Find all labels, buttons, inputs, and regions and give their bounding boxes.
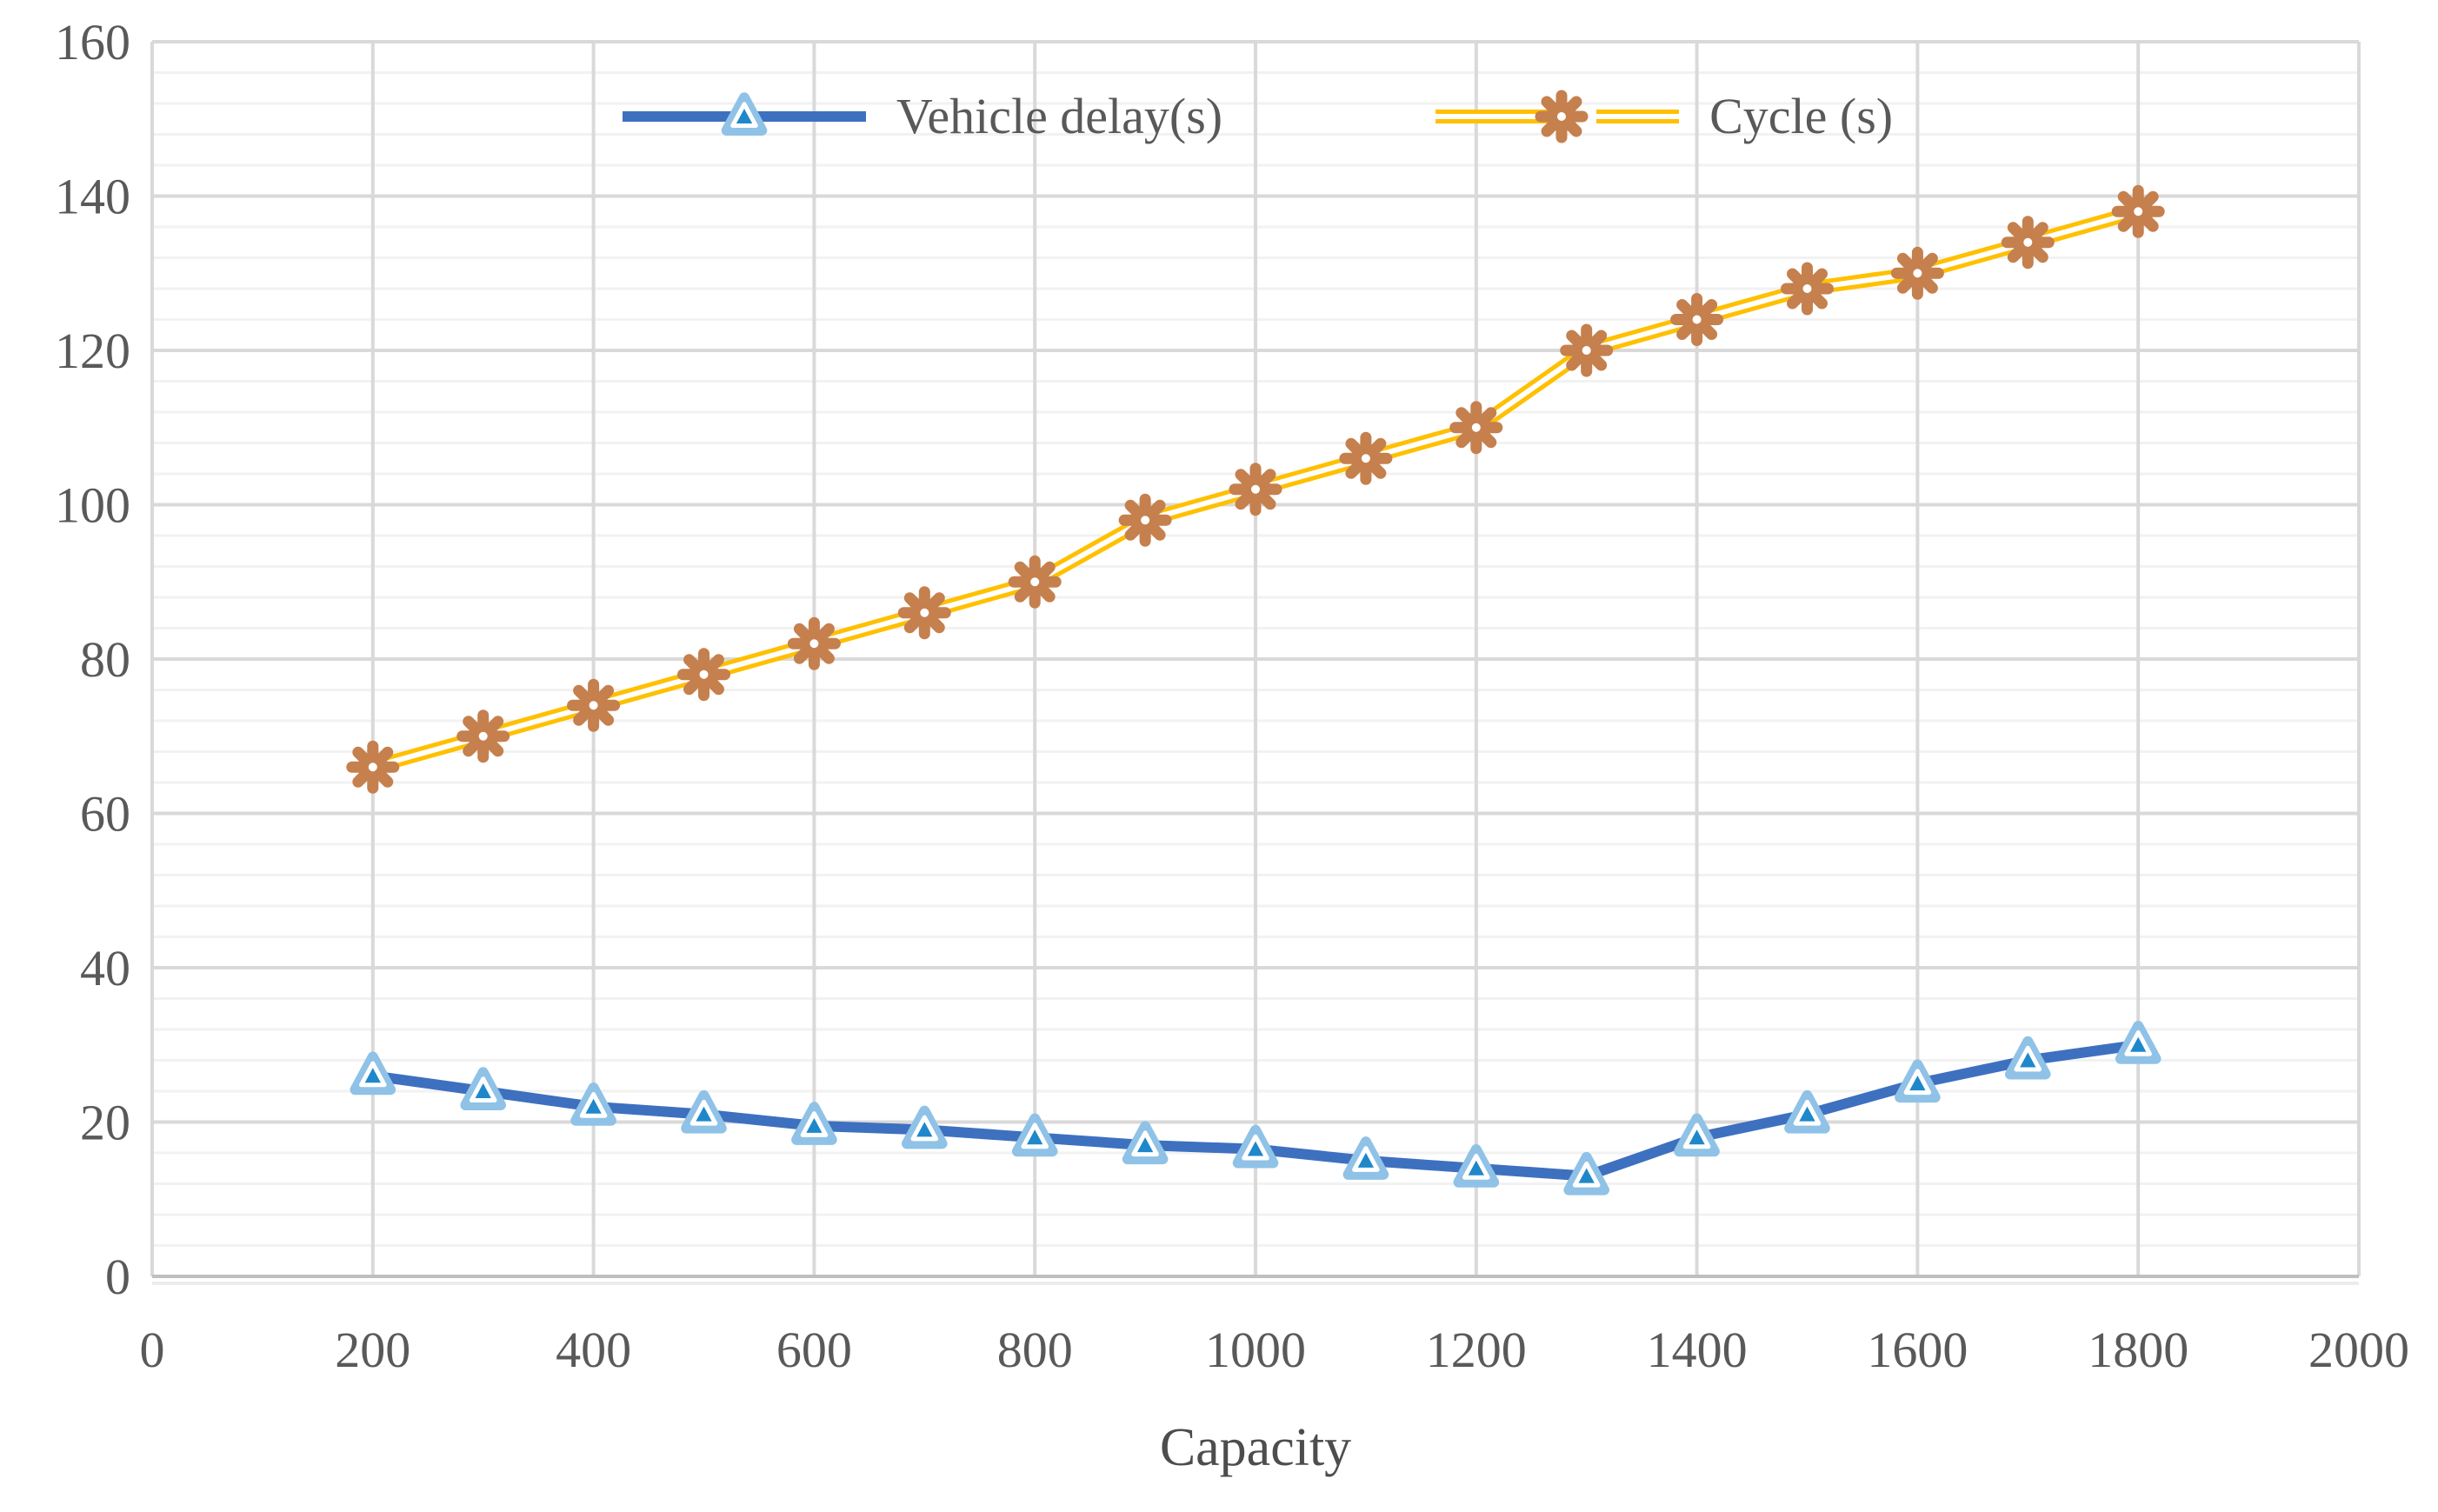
y-tick-label: 100 <box>55 477 130 534</box>
x-tick-label: 400 <box>556 1322 631 1378</box>
vehicle-delay-marker-triangle-icon <box>1122 1121 1169 1165</box>
x-tick-label: 1600 <box>1867 1322 1968 1378</box>
cycle-marker-asterisk-icon <box>1118 493 1172 547</box>
x-axis-title: Capacity <box>1159 1418 1352 1477</box>
y-tick-label: 40 <box>80 940 130 996</box>
vehicle-delay-marker-triangle-icon <box>681 1089 727 1134</box>
vehicle-delay-marker-triangle-icon <box>1232 1124 1279 1169</box>
cycle-marker-asterisk-icon <box>1008 555 1062 609</box>
cycle-marker-asterisk-icon <box>1449 401 1503 455</box>
x-tick-label: 0 <box>140 1322 165 1378</box>
y-tick-label: 60 <box>80 786 130 843</box>
vehicle-delay-marker-triangle-icon <box>460 1067 506 1110</box>
vehicle-delay-marker-triangle-icon <box>1674 1113 1720 1157</box>
cycle-marker-asterisk-icon <box>1890 246 1944 300</box>
y-tick-label: 80 <box>80 631 130 688</box>
vehicle-delay-marker-triangle-icon <box>791 1102 837 1145</box>
x-tick-label: 800 <box>997 1322 1073 1378</box>
cycle-marker-asterisk-icon <box>1229 463 1282 516</box>
vehicle-delay-marker-triangle-icon <box>1563 1151 1609 1196</box>
x-tick-label: 1200 <box>1426 1322 1527 1378</box>
vehicle-delay-marker-triangle-icon <box>1453 1144 1500 1188</box>
cycle-marker-asterisk-icon <box>1670 293 1724 346</box>
cycle-marker-asterisk-icon <box>567 678 621 732</box>
cycle-marker-asterisk-icon <box>677 648 730 702</box>
x-tick-label: 2000 <box>2308 1322 2409 1378</box>
cycle-marker-asterisk-icon <box>1560 323 1614 377</box>
cycle-marker-asterisk-icon <box>1339 431 1393 485</box>
vehicle-delay-marker-triangle-icon <box>1895 1059 1941 1103</box>
vehicle-delay-marker-triangle-icon <box>2005 1036 2051 1080</box>
cycle-marker-asterisk-icon <box>787 616 841 670</box>
y-tick-label: 0 <box>105 1249 130 1305</box>
cycle-marker-asterisk-icon <box>2001 216 2055 270</box>
vehicle-delay-marker-triangle-icon <box>902 1105 948 1149</box>
cycle-marker-asterisk-icon <box>2111 184 2165 238</box>
vehicle-delay-marker-triangle-icon <box>570 1082 616 1126</box>
cycle-marker-asterisk-icon <box>456 709 510 763</box>
x-tick-label: 1400 <box>1647 1322 1748 1378</box>
y-tick-label: 20 <box>80 1095 130 1151</box>
vehicle-delay-marker-triangle-icon <box>2115 1021 2162 1064</box>
vehicle-delay-marker-triangle-icon <box>350 1051 396 1096</box>
vehicle-delay-marker-triangle-icon <box>1342 1136 1389 1180</box>
x-tick-label: 1800 <box>2088 1322 2188 1378</box>
y-tick-label: 140 <box>55 169 130 225</box>
cycle-marker-asterisk-icon <box>346 740 400 794</box>
vehicle-delay-marker-triangle-icon <box>1784 1089 1830 1134</box>
y-tick-label: 120 <box>55 323 130 379</box>
x-tick-label: 200 <box>335 1322 410 1378</box>
x-tick-label: 1000 <box>1205 1322 1306 1378</box>
vehicle-delay-marker-triangle-icon <box>1011 1113 1058 1157</box>
cycle-marker-asterisk-icon <box>897 586 951 640</box>
cycle-marker-asterisk-icon <box>1781 262 1834 316</box>
x-tick-label: 600 <box>776 1322 852 1378</box>
y-tick-label: 160 <box>55 14 130 70</box>
